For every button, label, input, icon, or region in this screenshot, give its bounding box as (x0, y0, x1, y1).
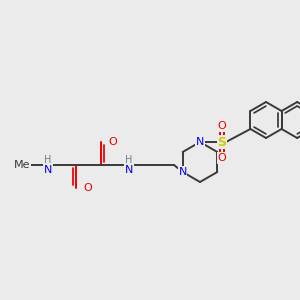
Text: O: O (218, 121, 226, 131)
Text: O: O (109, 137, 117, 147)
Text: H: H (44, 155, 52, 165)
Text: N: N (44, 165, 52, 175)
Text: N: N (196, 137, 204, 147)
Text: Me: Me (14, 160, 30, 170)
Text: O: O (218, 153, 226, 163)
Text: N: N (125, 165, 133, 175)
Text: H: H (125, 155, 133, 165)
Text: N: N (178, 167, 187, 177)
Text: O: O (84, 183, 92, 193)
Text: S: S (218, 136, 226, 148)
